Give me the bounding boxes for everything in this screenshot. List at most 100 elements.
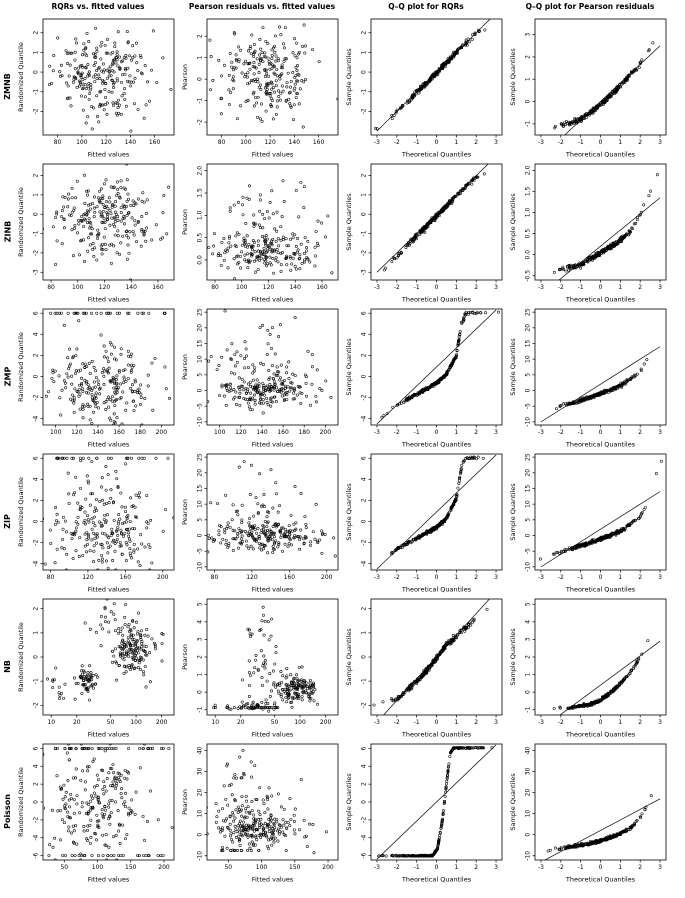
svg-text:-1: -1: [578, 574, 584, 581]
scatter-points: [390, 455, 485, 556]
svg-text:2: 2: [33, 174, 40, 178]
svg-text:2: 2: [638, 429, 642, 436]
svg-text:20: 20: [525, 469, 532, 477]
svg-text:0: 0: [361, 519, 368, 523]
svg-text:10: 10: [47, 719, 55, 726]
svg-text:1: 1: [454, 284, 458, 291]
svg-text:10: 10: [211, 719, 219, 726]
x-axis-label: Fitted values: [252, 151, 294, 159]
svg-text:180: 180: [134, 429, 146, 436]
panel-zinb-qq-pearson: -3 -2 -1 0 1 2 3 -0.5 0.0 0.5 1.0 1.5 2.0 Theoretical…: [508, 159, 672, 304]
scatter-points: [546, 794, 653, 853]
svg-text:0: 0: [33, 212, 40, 216]
panel-zmnb-pearson-vs-fitted: 80 100 120 140 160 -2 -1 0 1 2 Fitted values Pearso…: [180, 14, 344, 159]
column-title-pearson-vs-fitted: Pearson residuals vs. fitted values: [188, 2, 336, 11]
scatter-points: [382, 172, 486, 272]
svg-text:100: 100: [130, 719, 142, 726]
svg-text:3: 3: [494, 429, 498, 436]
scatter-points: [553, 41, 655, 130]
svg-text:-3: -3: [538, 139, 544, 146]
svg-text:-3: -3: [538, 284, 544, 291]
x-axis-label: Fitted values: [88, 586, 130, 594]
axis-ticks: 80 100 120 140 160 0.0 0.5 1.0 1.5 2.0: [197, 166, 328, 291]
x-axis-label: Fitted values: [252, 876, 294, 884]
scatter-points: [207, 748, 328, 855]
svg-text:0: 0: [197, 77, 204, 81]
qq-reference-line: [564, 45, 661, 135]
axis-ticks: -3 -2 -1 0 1 2 3 -4 -2 0 2 4 6: [361, 456, 499, 581]
svg-text:-2: -2: [361, 108, 368, 114]
svg-text:120: 120: [82, 574, 94, 581]
svg-text:200: 200: [321, 574, 333, 581]
svg-text:0: 0: [197, 690, 204, 694]
svg-text:140: 140: [289, 139, 301, 146]
panel-zip-rqr-vs-fitted: 80 120 160 200 -4 -2 0 2 4 6 Fitted values Randomiz…: [16, 449, 180, 594]
axis-ticks: 10 20 50 100 200 -2 -1 0 1 2: [33, 607, 168, 726]
svg-text:120: 120: [263, 284, 275, 291]
svg-text:-5: -5: [525, 548, 532, 554]
plot-frame: [534, 163, 667, 281]
svg-text:25: 25: [197, 308, 204, 316]
svg-text:1: 1: [618, 429, 622, 436]
svg-text:-1: -1: [361, 230, 368, 236]
svg-text:140: 140: [92, 429, 104, 436]
panel-zip-qq-pearson: -3 -2 -1 0 1 2 3 -10 -5 0 5 10 15 20 25 Theoretical Qua…: [508, 449, 672, 594]
svg-text:6: 6: [361, 456, 368, 460]
svg-text:1: 1: [33, 50, 40, 54]
svg-text:2: 2: [638, 284, 642, 291]
scatter-points: [44, 311, 171, 425]
panel-zmp-rqr-vs-fitted: 100 120 140 160 180 200 -4 -2 0 2 4 6 Fitted values R…: [16, 304, 180, 449]
svg-text:-2: -2: [361, 539, 368, 545]
svg-text:-1: -1: [578, 139, 584, 146]
x-axis-label: Fitted values: [88, 296, 130, 304]
svg-text:-2: -2: [558, 139, 564, 146]
svg-text:1: 1: [361, 193, 368, 197]
svg-text:1: 1: [618, 574, 622, 581]
plot-zmp-pearson-vs-fitted: 100 120 140 160 180 200 -10 -5 0 5 10 15 20 25 Fitted …: [181, 308, 339, 449]
scatter-points: [212, 605, 320, 713]
row-label-zinb: ZINB: [3, 220, 13, 243]
svg-text:-1: -1: [33, 230, 40, 236]
scatter-points: [207, 460, 337, 558]
svg-text:2: 2: [525, 55, 532, 59]
svg-text:20: 20: [197, 324, 204, 332]
svg-text:0: 0: [33, 519, 40, 523]
y-axis-label: Sample Quantiles: [345, 193, 353, 251]
x-axis-label: Theoretical Quantiles: [401, 876, 472, 884]
svg-text:-3: -3: [33, 269, 40, 275]
svg-text:0: 0: [197, 388, 204, 392]
x-axis-label: Fitted values: [252, 296, 294, 304]
svg-text:100: 100: [76, 139, 88, 146]
svg-text:3: 3: [494, 284, 498, 291]
panel-zinb-pearson-vs-fitted: 80 100 120 140 160 0.0 0.5 1.0 1.5 2.0 Fitted valu…: [180, 159, 344, 304]
svg-text:-3: -3: [374, 574, 380, 581]
panel-zip-pearson-vs-fitted: 80 120 160 200 -10 -5 0 5 10 15 20 25 Fitted values P…: [180, 449, 344, 594]
axis-ticks: 80 100 120 140 160 -2 -1 0 1 2: [197, 34, 325, 146]
plot-zinb-qq-pearson: -3 -2 -1 0 1 2 3 -0.5 0.0 0.5 1.0 1.5 2.0 Theoretical…: [509, 163, 667, 304]
plot-zmp-rqr-vs-fitted: 100 120 140 160 180 200 -4 -2 0 2 4 6 Fitted values R…: [17, 308, 175, 449]
panel-zinb-qq-rqr: -3 -2 -1 0 1 2 3 -3 -2 -1 0 1 2 Theoretical Quantiles…: [344, 159, 508, 304]
svg-text:0.5: 0.5: [197, 233, 204, 243]
svg-text:-5: -5: [525, 403, 532, 409]
svg-text:-1: -1: [578, 284, 584, 291]
svg-text:1: 1: [525, 77, 532, 81]
panel-zmnb-qq-pearson: -3 -2 -1 0 1 2 3 -1 0 1 2 3 Theoretical Quantiles Sam…: [508, 14, 672, 159]
svg-text:5: 5: [197, 602, 204, 606]
y-axis-label: Sample Quantiles: [509, 338, 517, 396]
svg-text:120: 120: [246, 574, 258, 581]
y-axis-label: Randomized Quantile: [17, 477, 25, 547]
svg-text:120: 120: [235, 429, 247, 436]
x-axis-label: Theoretical Quantiles: [401, 586, 472, 594]
panel-zmnb-rqr-vs-fitted: 80 100 120 140 160 -2 -1 0 1 2 Fitted values Random…: [16, 14, 180, 159]
x-axis-label: Theoretical Quantiles: [565, 586, 636, 594]
svg-text:1: 1: [454, 429, 458, 436]
svg-text:5: 5: [525, 518, 532, 522]
plot-frame: [42, 163, 175, 281]
plot-frame: [42, 18, 175, 136]
svg-text:0: 0: [33, 655, 40, 659]
